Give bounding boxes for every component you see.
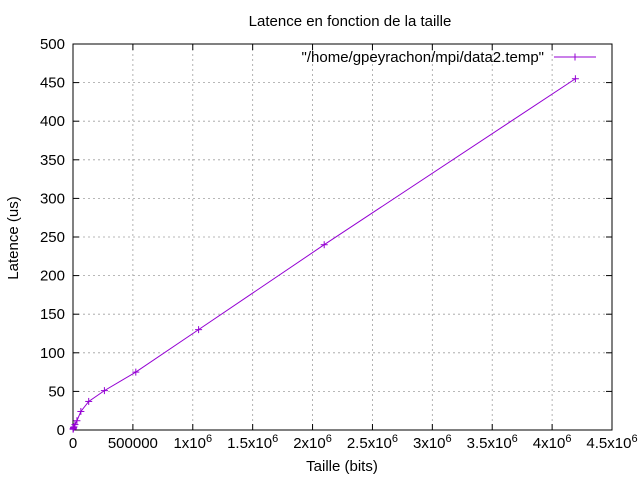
- legend: "/home/gpeyrachon/mpi/data2.temp": [302, 49, 596, 66]
- x-tick-mantissa: 2x10: [293, 435, 326, 452]
- x-tick-exponent: 6: [446, 433, 452, 445]
- x-tick-exponent: 6: [631, 433, 637, 445]
- data-point: [571, 75, 579, 83]
- data-point: [100, 387, 108, 395]
- grid: [73, 44, 612, 430]
- data-point: [73, 417, 81, 425]
- legend-label: "/home/gpeyrachon/mpi/data2.temp": [302, 49, 544, 66]
- y-tick-label: 400: [40, 113, 65, 130]
- x-tick-label: 1x106: [173, 433, 212, 452]
- x-tick-exponent: 6: [565, 433, 571, 445]
- x-tick-label: 500000: [108, 435, 158, 452]
- x-tick-label: 2.5x106: [347, 433, 398, 452]
- series-line: [72, 78, 576, 430]
- y-tick-label: 100: [40, 345, 65, 362]
- y-axis: 0 50 100 150 200 250 300 350 400 450 500: [40, 36, 612, 439]
- x-tick-label: 1.5x106: [227, 433, 278, 452]
- x-tick-mantissa: 4.5x10: [586, 435, 631, 452]
- data-point: [132, 368, 140, 376]
- x-tick-exponent: 6: [512, 433, 518, 445]
- x-tick-exponent: 6: [392, 433, 398, 445]
- x-tick-exponent: 6: [326, 433, 332, 445]
- x-tick-mantissa: 1.5x10: [227, 435, 272, 452]
- data-point: [71, 421, 79, 429]
- y-tick-label: 500: [40, 36, 65, 53]
- x-tick-mantissa: 3x10: [413, 435, 446, 452]
- x-tick-label: 4.5x106: [586, 433, 637, 452]
- y-tick-label: 200: [40, 268, 65, 285]
- x-axis-label: Taille (bits): [306, 458, 378, 475]
- x-axis: 0 500000 1x106 1.5x106 2x106 2.5x106 3x106 3.5x…: [69, 44, 638, 452]
- x-tick-exponent: 6: [272, 433, 278, 445]
- x-tick-mantissa: 1x10: [173, 435, 206, 452]
- x-tick-label: 4x106: [533, 433, 572, 452]
- series-layer: [69, 75, 579, 433]
- x-tick-mantissa: 3.5x10: [467, 435, 512, 452]
- data-point: [195, 326, 203, 334]
- x-tick-label: 2x106: [293, 433, 332, 452]
- x-tick-mantissa: 500000: [108, 435, 158, 452]
- y-tick-label: 300: [40, 190, 65, 207]
- x-tick-label: 3.5x106: [467, 433, 518, 452]
- y-tick-label: 0: [57, 422, 65, 439]
- chart-title: Latence en fonction de la taille: [249, 13, 452, 30]
- data-point: [85, 397, 93, 405]
- data-point: [77, 407, 85, 415]
- y-tick-label: 350: [40, 152, 65, 169]
- y-tick-label: 50: [48, 383, 65, 400]
- y-axis-label: Latence (us): [5, 196, 22, 279]
- y-tick-label: 250: [40, 229, 65, 246]
- plot-area: [72, 43, 613, 431]
- data-point: [320, 241, 328, 249]
- x-tick-mantissa: 4x10: [533, 435, 566, 452]
- x-tick-mantissa: 2.5x10: [347, 435, 392, 452]
- y-tick-label: 450: [40, 75, 65, 92]
- y-tick-label: 150: [40, 306, 65, 323]
- x-tick-label: 3x106: [413, 433, 452, 452]
- x-tick-mantissa: 0: [69, 435, 77, 452]
- x-tick-label: 0: [69, 435, 77, 452]
- x-tick-exponent: 6: [206, 433, 212, 445]
